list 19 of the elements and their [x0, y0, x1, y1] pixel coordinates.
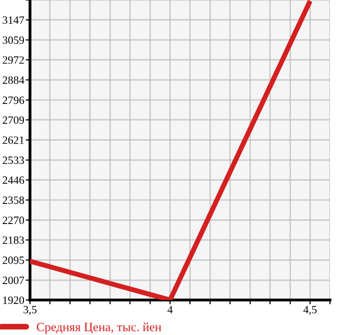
x-tick-label: 4,5: [303, 306, 317, 315]
y-tick-label: 3059: [2, 36, 24, 44]
y-tick-label: 2183: [2, 236, 24, 244]
y-tick-label: 2796: [2, 96, 24, 104]
y-tick-label: 2446: [2, 176, 24, 184]
y-tick-label: 1920: [3, 296, 24, 304]
y-tick-label: 2270: [2, 216, 24, 224]
y-tick-label: 2709: [2, 116, 24, 124]
y-tick-label: 3147: [2, 16, 24, 24]
x-tick-label: 4: [167, 306, 173, 314]
y-tick-label: 2621: [2, 136, 24, 144]
y-tick-label: 2007: [2, 276, 24, 284]
x-tick-label: 3,5: [24, 306, 37, 315]
y-tick-label: 2095: [2, 256, 24, 264]
y-tick-label: 2972: [2, 56, 24, 64]
legend-label: Средняя Цена, тыс. йен: [36, 322, 162, 334]
y-tick-label: 2884: [2, 76, 24, 84]
y-tick-label: 2533: [2, 156, 24, 164]
y-tick-label: 2358: [2, 196, 24, 204]
